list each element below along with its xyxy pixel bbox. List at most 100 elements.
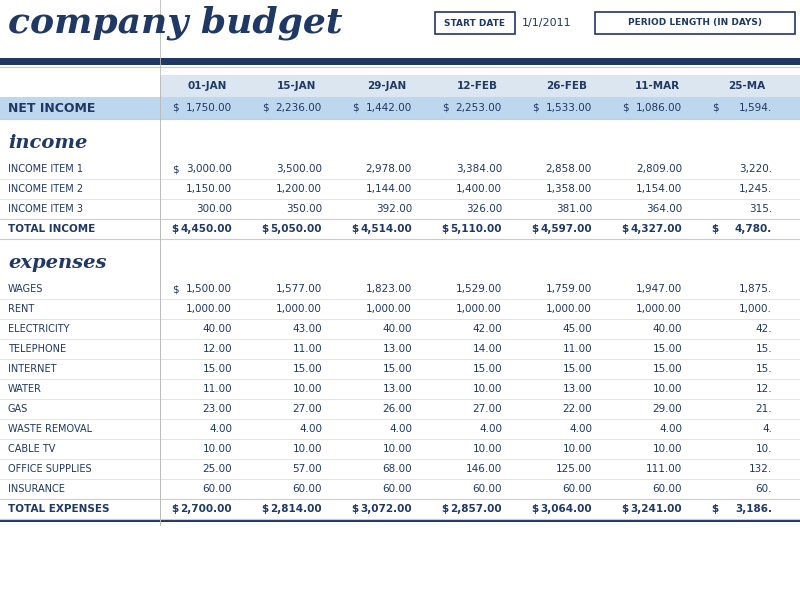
Text: 60.00: 60.00 xyxy=(382,484,412,494)
Text: 1,245.: 1,245. xyxy=(738,184,772,194)
Text: 26-FEB: 26-FEB xyxy=(546,81,587,91)
Text: 1,358.00: 1,358.00 xyxy=(546,184,592,194)
Text: 40.00: 40.00 xyxy=(202,324,232,334)
Text: 350.00: 350.00 xyxy=(286,204,322,214)
Text: 5,110.00: 5,110.00 xyxy=(450,224,502,234)
FancyBboxPatch shape xyxy=(0,97,800,119)
Text: 1,442.00: 1,442.00 xyxy=(366,103,412,113)
Text: 1,150.00: 1,150.00 xyxy=(186,184,232,194)
Text: $: $ xyxy=(622,103,629,113)
Text: expenses: expenses xyxy=(8,254,106,272)
Text: 42.00: 42.00 xyxy=(472,324,502,334)
Text: $: $ xyxy=(712,504,719,514)
Text: 1,759.00: 1,759.00 xyxy=(546,284,592,294)
Text: $: $ xyxy=(352,103,359,113)
Text: $: $ xyxy=(172,504,179,514)
Text: 60.00: 60.00 xyxy=(202,484,232,494)
Text: GAS: GAS xyxy=(8,404,28,414)
Text: 10.00: 10.00 xyxy=(382,444,412,454)
Text: TELEPHONE: TELEPHONE xyxy=(8,344,66,354)
Text: 2,809.00: 2,809.00 xyxy=(636,164,682,174)
Text: 381.00: 381.00 xyxy=(556,204,592,214)
Text: 1,577.00: 1,577.00 xyxy=(276,284,322,294)
Text: income: income xyxy=(8,134,87,152)
Text: PERIOD LENGTH (IN DAYS): PERIOD LENGTH (IN DAYS) xyxy=(628,19,762,28)
Text: 15.00: 15.00 xyxy=(652,344,682,354)
Text: 01-JAN: 01-JAN xyxy=(187,81,226,91)
Text: 10.00: 10.00 xyxy=(473,444,502,454)
Text: 60.00: 60.00 xyxy=(562,484,592,494)
Text: 13.00: 13.00 xyxy=(382,384,412,394)
Text: $: $ xyxy=(532,103,539,113)
Text: 15.00: 15.00 xyxy=(562,364,592,374)
Text: $: $ xyxy=(262,504,269,514)
Text: 12.00: 12.00 xyxy=(202,344,232,354)
Text: $: $ xyxy=(622,504,629,514)
Text: 4,780.: 4,780. xyxy=(734,224,772,234)
Text: 42.: 42. xyxy=(755,324,772,334)
Text: ELECTRICITY: ELECTRICITY xyxy=(8,324,70,334)
Text: 45.00: 45.00 xyxy=(562,324,592,334)
Text: 4.00: 4.00 xyxy=(389,424,412,434)
Text: 22.00: 22.00 xyxy=(562,404,592,414)
Text: RENT: RENT xyxy=(8,304,34,314)
Text: 1,000.00: 1,000.00 xyxy=(186,304,232,314)
Text: 2,700.00: 2,700.00 xyxy=(180,504,232,514)
Text: 3,500.00: 3,500.00 xyxy=(276,164,322,174)
Text: 1,529.00: 1,529.00 xyxy=(456,284,502,294)
Text: 12.: 12. xyxy=(755,384,772,394)
Text: 25.00: 25.00 xyxy=(202,464,232,474)
Text: 1,823.00: 1,823.00 xyxy=(366,284,412,294)
Text: $: $ xyxy=(712,224,719,234)
Text: 1,144.00: 1,144.00 xyxy=(366,184,412,194)
Text: 4.00: 4.00 xyxy=(659,424,682,434)
Text: 3,000.00: 3,000.00 xyxy=(186,164,232,174)
Text: 3,064.00: 3,064.00 xyxy=(540,504,592,514)
Text: 3,186.: 3,186. xyxy=(735,504,772,514)
Text: 15.00: 15.00 xyxy=(652,364,682,374)
Text: $: $ xyxy=(712,103,719,113)
Text: 4.00: 4.00 xyxy=(299,424,322,434)
Text: 2,814.00: 2,814.00 xyxy=(270,504,322,514)
Text: $: $ xyxy=(262,224,269,234)
Text: WAGES: WAGES xyxy=(8,284,43,294)
Text: 15.00: 15.00 xyxy=(292,364,322,374)
Text: 60.00: 60.00 xyxy=(473,484,502,494)
Text: 12-FEB: 12-FEB xyxy=(457,81,498,91)
Text: 1,200.00: 1,200.00 xyxy=(276,184,322,194)
Text: OFFICE SUPPLIES: OFFICE SUPPLIES xyxy=(8,464,92,474)
Text: WATER: WATER xyxy=(8,384,42,394)
Text: $: $ xyxy=(172,284,179,294)
Text: $: $ xyxy=(622,224,629,234)
Text: INCOME ITEM 2: INCOME ITEM 2 xyxy=(8,184,83,194)
Text: 1,400.00: 1,400.00 xyxy=(456,184,502,194)
Text: 29-JAN: 29-JAN xyxy=(367,81,406,91)
Text: 10.00: 10.00 xyxy=(653,384,682,394)
Text: 132.: 132. xyxy=(749,464,772,474)
Text: INCOME ITEM 3: INCOME ITEM 3 xyxy=(8,204,83,214)
Text: 10.00: 10.00 xyxy=(293,444,322,454)
Text: 13.00: 13.00 xyxy=(382,344,412,354)
Text: 23.00: 23.00 xyxy=(202,404,232,414)
Text: $: $ xyxy=(172,224,179,234)
Text: 1,000.00: 1,000.00 xyxy=(456,304,502,314)
Text: 40.00: 40.00 xyxy=(382,324,412,334)
Text: 40.00: 40.00 xyxy=(653,324,682,334)
Text: 27.00: 27.00 xyxy=(472,404,502,414)
Text: CABLE TV: CABLE TV xyxy=(8,444,55,454)
Text: $: $ xyxy=(262,103,269,113)
Text: 29.00: 29.00 xyxy=(652,404,682,414)
Text: 125.00: 125.00 xyxy=(556,464,592,474)
Text: $: $ xyxy=(442,224,449,234)
Text: 11-MAR: 11-MAR xyxy=(634,81,679,91)
Text: 15.00: 15.00 xyxy=(202,364,232,374)
Text: 2,236.00: 2,236.00 xyxy=(276,103,322,113)
Text: 11.00: 11.00 xyxy=(562,344,592,354)
Text: $: $ xyxy=(352,504,359,514)
Text: 60.00: 60.00 xyxy=(653,484,682,494)
Text: $: $ xyxy=(442,103,449,113)
Text: 3,220.: 3,220. xyxy=(739,164,772,174)
Text: 15.00: 15.00 xyxy=(382,364,412,374)
Text: $: $ xyxy=(172,103,179,113)
Text: 1/1/2011: 1/1/2011 xyxy=(522,18,572,28)
